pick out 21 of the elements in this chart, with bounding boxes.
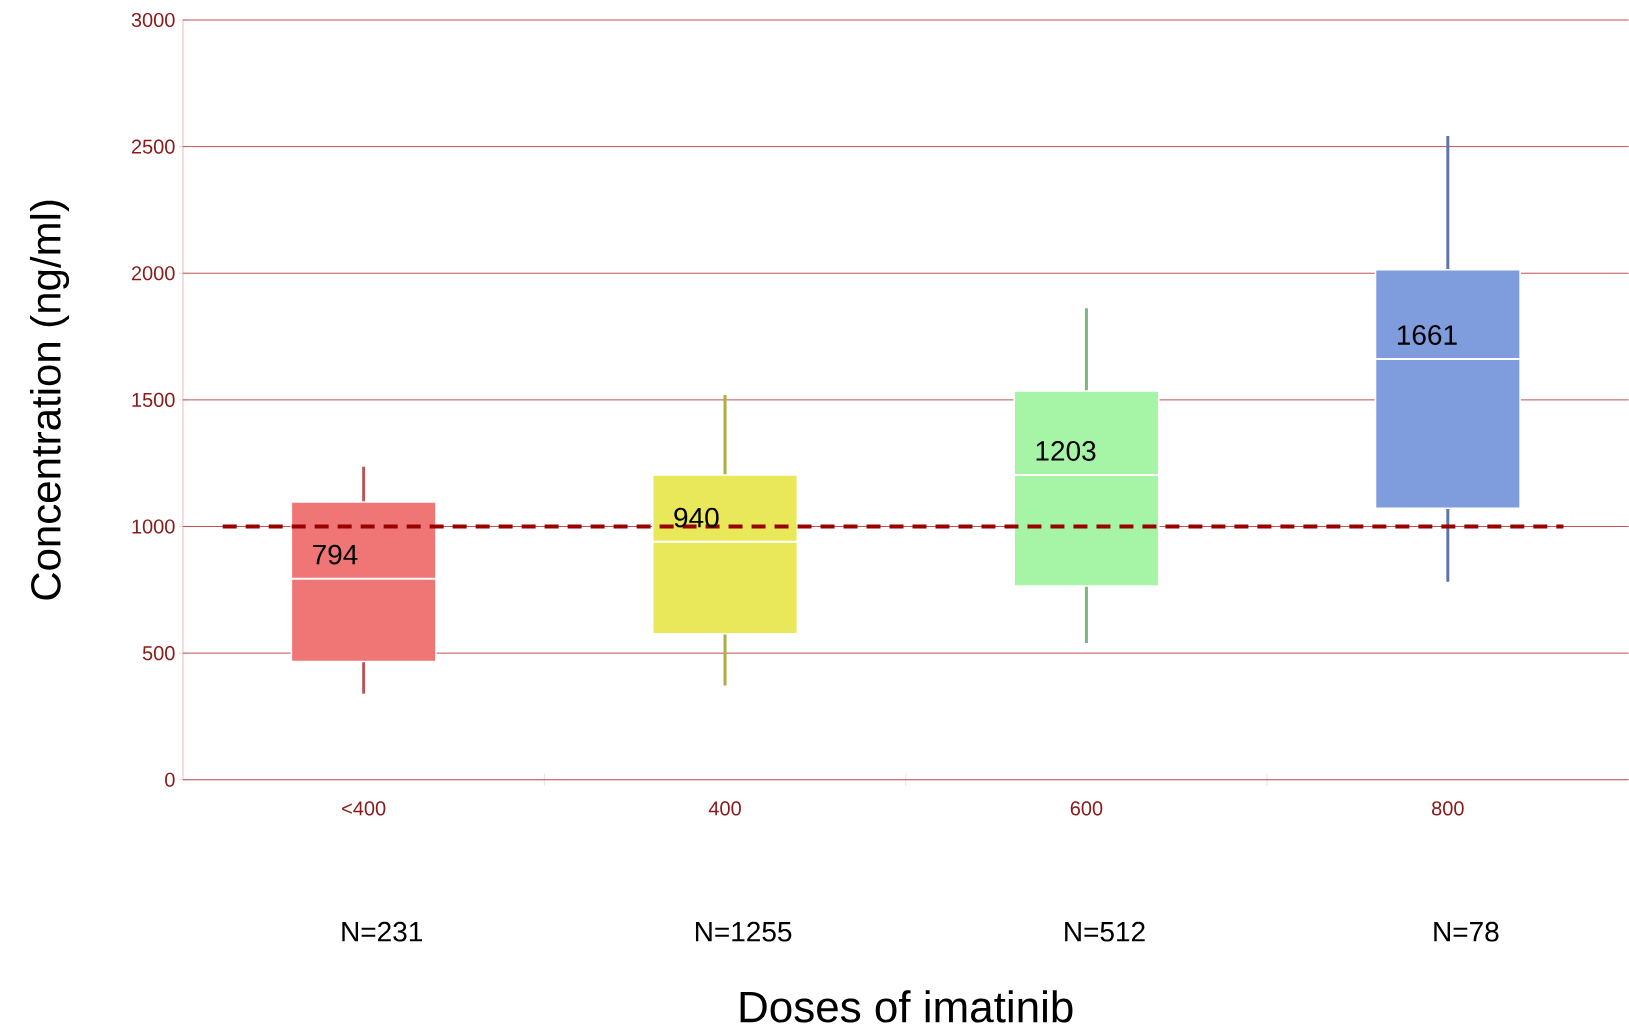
x-tick-label: 400 — [708, 801, 741, 816]
y-tick-label: 1500 — [132, 392, 175, 408]
y-tick-label: 500 — [142, 646, 175, 661]
text: N=231 — [342, 921, 422, 942]
text: 940 — [674, 507, 719, 528]
text: N=78 — [1434, 921, 1499, 942]
text: N=1255 — [695, 921, 792, 942]
x-axis-title: Doses of imatinib — [740, 990, 1073, 1023]
y-tick-label: 2000 — [131, 266, 175, 281]
text: 1661 — [1397, 325, 1457, 346]
y-axis-title: Concentration (ng/ml) — [29, 200, 70, 600]
x-tick-label: 800 — [1432, 801, 1464, 816]
y-tick-label: 1000 — [132, 519, 175, 534]
y-tick-label: 2500 — [131, 139, 175, 154]
x-tick-label: 600 — [1070, 801, 1103, 816]
x-tick-label: <400 — [342, 801, 386, 816]
y-tick-label: 0 — [165, 772, 175, 787]
text: 794 — [313, 544, 358, 565]
text: N=512 — [1065, 921, 1145, 942]
y-tick-label: 3000 — [131, 13, 175, 28]
text: 1203 — [1036, 441, 1096, 462]
